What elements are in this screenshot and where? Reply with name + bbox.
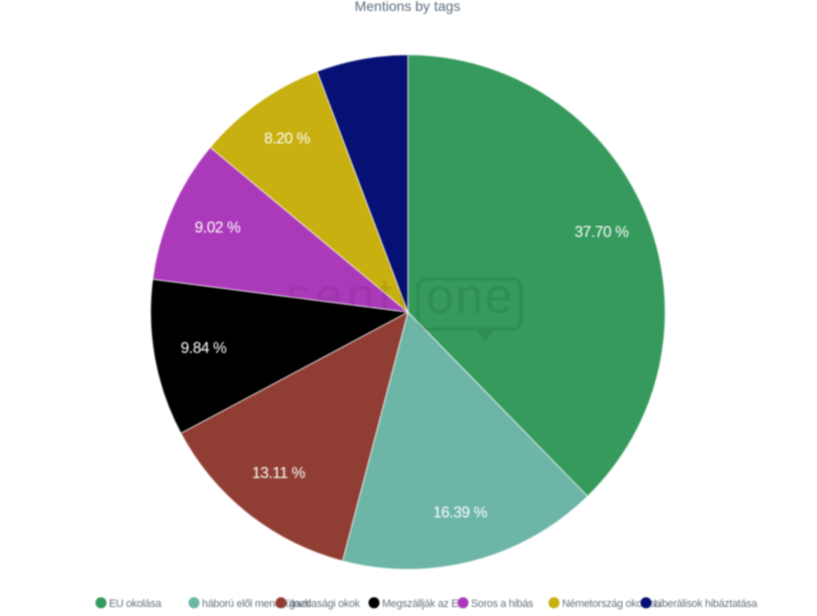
svg-text:gazdasági okok: gazdasági okok	[289, 598, 361, 610]
svg-text:13.11 %: 13.11 %	[252, 465, 306, 482]
svg-text:Soros a hibás: Soros a hibás	[471, 598, 533, 610]
svg-text:Mentions by tags: Mentions by tags	[355, 0, 461, 14]
svg-text:9.02 %: 9.02 %	[195, 219, 241, 236]
svg-text:Liberálisok hibáztatása: Liberálisok hibáztatása	[654, 598, 757, 610]
svg-text:Megszállják az EU: Megszállják az EU	[382, 598, 466, 610]
svg-text:Németország okolása: Németország okolása	[562, 598, 661, 610]
svg-text:EU okolása: EU okolása	[109, 598, 161, 610]
svg-text:16.39 %: 16.39 %	[433, 504, 488, 521]
svg-text:one: one	[426, 268, 514, 324]
svg-text:senti: senti	[286, 268, 412, 324]
svg-text:8.20 %: 8.20 %	[264, 130, 310, 147]
svg-text:9.84 %: 9.84 %	[181, 340, 227, 357]
svg-text:37.70 %: 37.70 %	[574, 224, 629, 241]
